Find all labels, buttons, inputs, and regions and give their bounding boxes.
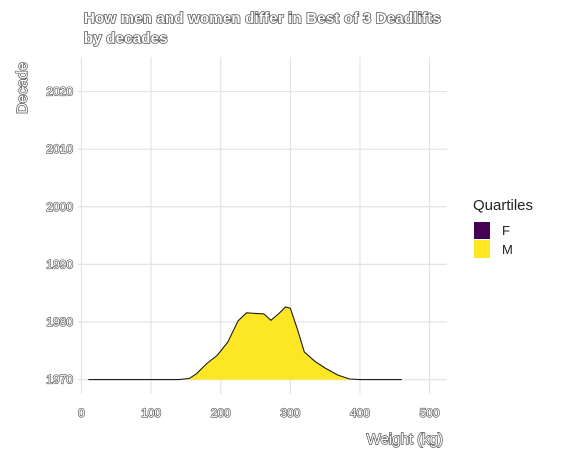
y-tick-label-2010: 2010 <box>46 142 73 156</box>
x-tick-label-0: 0 <box>78 406 85 420</box>
x-tick-label-200: 200 <box>211 406 231 420</box>
legend: Quartiles F M <box>473 197 533 258</box>
legend-label-m: M <box>502 242 513 257</box>
x-tick-label-500: 500 <box>420 406 440 420</box>
x-axis-title: Weight (kg) <box>367 431 443 448</box>
ridge-area-M-1970 <box>88 307 402 380</box>
legend-swatch-f <box>474 222 490 239</box>
chart-title-line-1: How men and women differ in Best of 3 De… <box>84 10 441 27</box>
y-tick-label-2020: 2020 <box>46 85 73 99</box>
legend-title: Quartiles <box>473 197 533 214</box>
y-tick-label-2000: 2000 <box>46 200 73 214</box>
x-tick-label-100: 100 <box>141 406 161 420</box>
y-axis-title: Decade <box>14 62 31 114</box>
x-tick-label-400: 400 <box>350 406 370 420</box>
chart-title-line-2: by decades <box>84 30 168 47</box>
y-tick-label-1970: 1970 <box>46 373 73 387</box>
y-tick-label-1990: 1990 <box>46 257 73 271</box>
x-tick-label-300: 300 <box>280 406 300 420</box>
y-tick-label-1980: 1980 <box>46 315 73 329</box>
legend-swatch-m <box>474 240 490 258</box>
legend-label-f: F <box>502 223 510 238</box>
ridge-outline-M-1970 <box>88 306 402 381</box>
plot-area: 0 100 200 300 400 500 1970 1980 1990 2000 2010 2020 <box>46 57 447 421</box>
